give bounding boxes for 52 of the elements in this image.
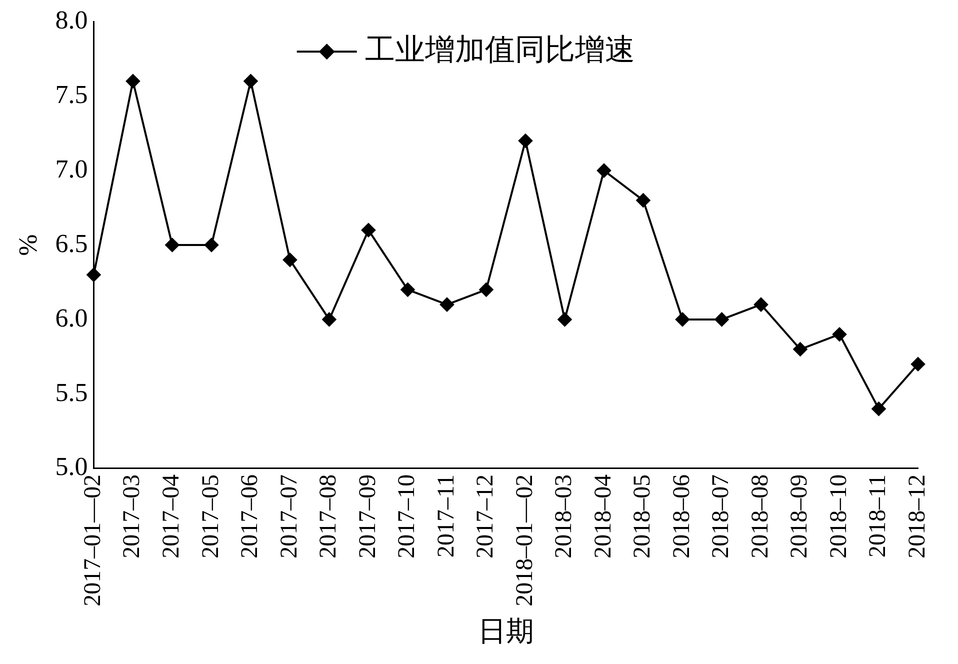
y-tick-label: 6.5 xyxy=(55,228,88,258)
x-tick-label: 2017–11 xyxy=(433,474,460,558)
point xyxy=(872,402,886,416)
point xyxy=(126,74,140,88)
point xyxy=(754,298,768,312)
point xyxy=(361,223,376,238)
x-tick-label: 2017–06 xyxy=(237,474,264,558)
point xyxy=(86,268,101,282)
y-tick-label: 7.5 xyxy=(55,80,88,109)
x-tick-label: 2017–05 xyxy=(198,474,224,558)
point xyxy=(518,134,532,148)
x-tick-label: 2018–04 xyxy=(590,474,616,558)
x-tick-label: 2018–10 xyxy=(826,474,852,558)
legend-label: 工业增加值同比增速 xyxy=(364,33,635,66)
point xyxy=(400,282,415,297)
x-tick-label: 2017–04 xyxy=(158,474,184,558)
point xyxy=(204,238,218,252)
x-tick-label: 2017–03 xyxy=(119,474,146,558)
x-tick-label: 2018–12 xyxy=(904,474,930,558)
y-axis-title: % xyxy=(13,234,42,256)
x-tick-label: 2017–10 xyxy=(394,474,420,558)
point xyxy=(282,252,297,267)
point xyxy=(165,238,180,252)
point xyxy=(675,312,690,326)
y-tick-label: 7.0 xyxy=(55,154,88,184)
point xyxy=(714,312,729,326)
y-tick-label: 6.0 xyxy=(55,303,88,332)
point xyxy=(596,164,611,178)
x-tick-label: 2017–09 xyxy=(354,474,381,558)
x-axis-title: 日期 xyxy=(478,616,534,648)
x-tick-label: 2018–03 xyxy=(551,474,578,558)
x-tick-label: 2018–01—02 xyxy=(512,474,538,606)
x-tick-label: 2017–12 xyxy=(472,474,499,558)
point xyxy=(244,74,258,88)
point xyxy=(558,312,572,326)
x-tick-label: 2018–08 xyxy=(747,474,774,558)
x-tick-label: 2018–11 xyxy=(865,474,892,558)
point xyxy=(440,298,454,312)
x-tick-label: 2017–08 xyxy=(316,474,342,558)
y-tick-label: 5.5 xyxy=(55,378,88,407)
x-tick-label: 2018–07 xyxy=(708,474,734,558)
y-tick-label: 8.0 xyxy=(55,5,88,34)
point xyxy=(636,193,650,208)
point xyxy=(832,327,846,342)
point xyxy=(322,312,336,326)
point xyxy=(479,282,494,297)
x-tick-label: 2017–07 xyxy=(276,474,302,558)
point xyxy=(793,342,808,356)
x-tick-label: 2018–05 xyxy=(630,474,656,558)
point xyxy=(911,357,925,372)
x-tick-label: 2018–06 xyxy=(668,474,695,558)
x-tick-label: 2018–09 xyxy=(786,474,813,558)
